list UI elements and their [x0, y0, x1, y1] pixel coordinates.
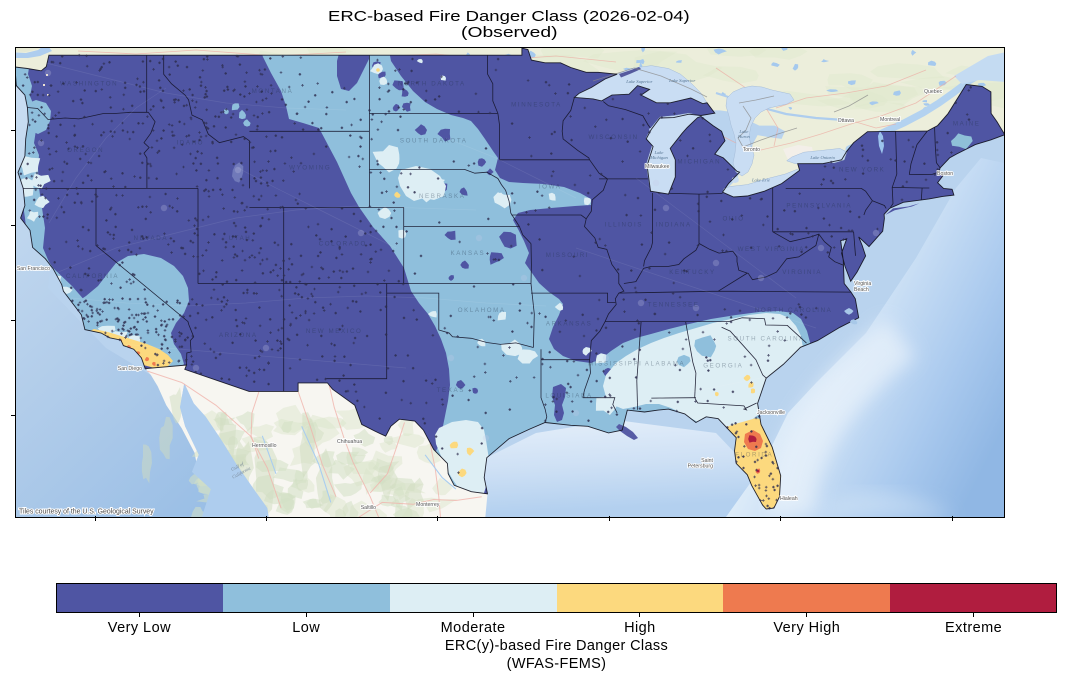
svg-text:San Diego: San Diego — [118, 366, 142, 372]
svg-text:Gulf of: Gulf of — [231, 462, 246, 473]
svg-text:ALABAMA: ALABAMA — [645, 360, 685, 367]
svg-text:IDAHO: IDAHO — [176, 140, 204, 147]
svg-text:Milwaukee: Milwaukee — [645, 164, 670, 170]
svg-text:NORTH DAKOTA: NORTH DAKOTA — [398, 81, 466, 88]
svg-text:San Francisco: San Francisco — [17, 266, 50, 272]
svg-text:ILLINOIS: ILLINOIS — [605, 222, 643, 229]
svg-text:MAINE: MAINE — [953, 121, 981, 128]
svg-text:Michigan: Michigan — [649, 155, 668, 160]
svg-text:WYOMING: WYOMING — [289, 164, 331, 171]
svg-text:NEVADA: NEVADA — [134, 235, 169, 242]
svg-text:WASHINGTON: WASHINGTON — [60, 81, 118, 88]
svg-text:Hermosillo: Hermosillo — [252, 443, 277, 449]
svg-text:FLORIDA: FLORIDA — [735, 452, 773, 459]
svg-text:Saltillo: Saltillo — [361, 505, 376, 511]
svg-text:Hialeah: Hialeah — [780, 496, 798, 502]
svg-text:Monterrey: Monterrey — [416, 502, 440, 508]
svg-text:COLORADO: COLORADO — [319, 241, 367, 248]
svg-text:GEORGIA: GEORGIA — [703, 362, 743, 369]
svg-text:MICHIGAN: MICHIGAN — [677, 159, 721, 166]
svg-text:OREGON: OREGON — [67, 147, 104, 154]
svg-text:Lake Ontario: Lake Ontario — [809, 155, 835, 160]
svg-text:WISCONSIN: WISCONSIN — [589, 134, 639, 141]
svg-text:Huron: Huron — [737, 134, 751, 139]
svg-text:Lake: Lake — [738, 129, 748, 134]
svg-text:ARIZONA: ARIZONA — [219, 332, 258, 339]
svg-text:Boston: Boston — [937, 171, 953, 177]
svg-text:INDIANA: INDIANA — [655, 222, 691, 229]
svg-text:ARKANSAS: ARKANSAS — [546, 320, 593, 327]
svg-text:Montreal: Montreal — [880, 117, 900, 123]
svg-text:Saint: Saint — [701, 458, 713, 464]
svg-text:MISSOURI: MISSOURI — [546, 252, 589, 259]
svg-text:KANSAS: KANSAS — [451, 250, 486, 257]
svg-text:NEW YORK: NEW YORK — [839, 166, 885, 173]
svg-text:Chihuahua: Chihuahua — [337, 439, 362, 445]
svg-text:OKLAHOMA: OKLAHOMA — [458, 307, 506, 314]
svg-text:Tiles courtesy of the U.S. Geo: Tiles courtesy of the U.S. Geological Su… — [19, 509, 154, 516]
svg-text:Lake Erie: Lake Erie — [751, 178, 770, 183]
svg-text:UTAH: UTAH — [229, 235, 252, 242]
svg-text:Petersburg: Petersburg — [688, 464, 713, 470]
svg-text:Jacksonville: Jacksonville — [757, 410, 785, 416]
svg-text:Lake: Lake — [654, 150, 664, 155]
svg-text:TEXAS: TEXAS — [437, 387, 465, 394]
svg-text:LOUISIANA: LOUISIANA — [545, 393, 592, 400]
svg-text:NEW MEXICO: NEW MEXICO — [306, 328, 363, 335]
svg-text:MISSISSIPPI: MISSISSIPPI — [588, 360, 642, 367]
svg-text:VIRGINIA: VIRGINIA — [782, 269, 822, 276]
svg-text:OHIO: OHIO — [722, 216, 744, 223]
svg-text:Lake Superior: Lake Superior — [625, 79, 652, 84]
svg-text:Toronto: Toronto — [743, 147, 760, 153]
svg-text:PENNSYLVANIA: PENNSYLVANIA — [786, 202, 852, 209]
svg-text:NEBRASKA: NEBRASKA — [419, 193, 466, 200]
svg-text:TENNESSEE: TENNESSEE — [648, 301, 700, 308]
svg-text:MONTANA: MONTANA — [252, 88, 294, 95]
svg-text:MINNESOTA: MINNESOTA — [511, 102, 562, 109]
svg-text:SOUTH CAROLINA: SOUTH CAROLINA — [727, 336, 804, 343]
svg-text:Quebec: Quebec — [924, 89, 943, 95]
svg-text:WEST VIRGINIA: WEST VIRGINIA — [738, 246, 805, 253]
svg-text:Virginia: Virginia — [854, 281, 871, 287]
svg-text:Beach: Beach — [854, 287, 869, 293]
svg-text:KENTUCKY: KENTUCKY — [669, 269, 716, 276]
svg-text:NORTH CAROLINA: NORTH CAROLINA — [755, 307, 833, 314]
svg-text:SOUTH DAKOTA: SOUTH DAKOTA — [400, 138, 468, 145]
svg-text:IOWA: IOWA — [539, 183, 562, 190]
svg-text:Lake Superior: Lake Superior — [668, 78, 695, 83]
svg-text:CALIFORNIA: CALIFORNIA — [66, 273, 119, 280]
svg-text:Ottawa: Ottawa — [838, 118, 855, 124]
